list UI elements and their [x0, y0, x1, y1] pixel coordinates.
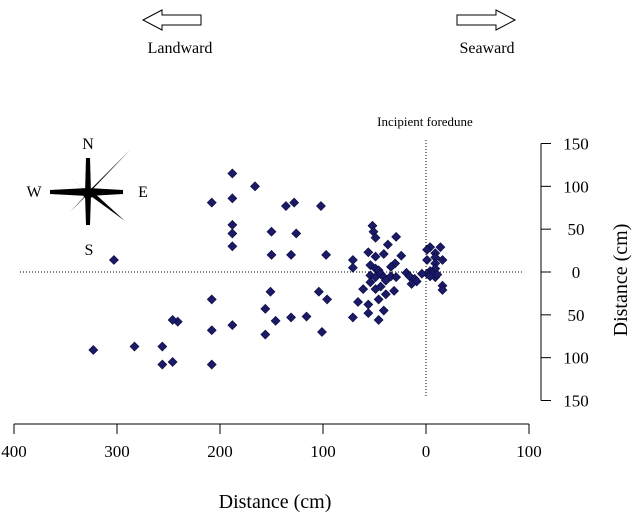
data-point — [227, 219, 238, 230]
data-point — [363, 247, 374, 258]
data-point — [437, 285, 448, 295]
data-point — [365, 277, 376, 288]
data-point — [347, 262, 358, 273]
data-point — [389, 285, 399, 296]
compass-rose-icon — [50, 149, 131, 225]
data-point — [406, 279, 417, 289]
data-point — [167, 357, 178, 367]
data-point — [380, 289, 391, 300]
x-tick-label: 200 — [207, 442, 233, 461]
x-axis: 400 300 200 100 0 100 — [1, 423, 542, 461]
y-tick-label: 0 — [572, 263, 581, 282]
data-point — [373, 315, 384, 325]
data-point — [422, 255, 432, 265]
data-point — [157, 341, 168, 352]
data-point — [270, 315, 281, 326]
y-tick-label: 100 — [563, 349, 589, 368]
data-point — [347, 312, 358, 323]
data-point — [375, 281, 386, 292]
data-point — [391, 231, 402, 242]
data-point — [378, 249, 389, 259]
y-tick-label: 50 — [568, 220, 585, 239]
seaward-arrow-icon — [456, 9, 517, 31]
data-point — [227, 168, 238, 179]
data-point — [363, 299, 374, 310]
compass-north-label: N — [82, 136, 94, 153]
data-point — [129, 341, 140, 352]
data-point — [88, 345, 99, 355]
data-point — [321, 249, 332, 260]
data-point — [396, 250, 407, 261]
compass-south-label: S — [85, 242, 94, 259]
data-point — [280, 201, 291, 211]
y-tick-label: 100 — [563, 177, 589, 196]
compass-west-label: W — [26, 184, 42, 201]
y-tick-label: 150 — [563, 134, 589, 153]
data-point — [313, 286, 324, 297]
data-point — [250, 181, 260, 192]
data-point — [206, 325, 217, 336]
x-tick-label: 0 — [422, 442, 431, 461]
data-point — [227, 320, 238, 331]
data-point — [358, 284, 369, 295]
data-point — [373, 294, 384, 305]
data-point — [227, 228, 238, 239]
compass-east-label: E — [138, 184, 148, 201]
data-points — [88, 168, 448, 370]
landward-arrow-icon — [141, 9, 202, 31]
data-point — [167, 315, 178, 325]
data-point — [416, 268, 427, 279]
data-point — [382, 239, 393, 250]
data-point — [380, 275, 391, 286]
data-point — [317, 327, 327, 337]
data-point — [265, 286, 276, 297]
x-tick-label: 300 — [104, 442, 130, 461]
data-point — [266, 226, 277, 237]
data-point — [363, 308, 374, 319]
landward-label: Landward — [148, 40, 213, 57]
data-point — [391, 272, 402, 283]
data-point — [432, 269, 443, 280]
data-point — [435, 242, 446, 253]
data-point — [289, 197, 300, 208]
data-point — [206, 359, 217, 370]
data-point — [378, 305, 389, 316]
data-point — [108, 255, 119, 265]
data-point — [286, 312, 296, 323]
data-point — [316, 201, 326, 211]
data-point — [437, 255, 448, 265]
y-axis-title: Distance (cm) — [610, 224, 632, 337]
seaward-label: Seaward — [459, 40, 514, 57]
y-tick-label: 50 — [568, 306, 585, 325]
data-point — [353, 297, 363, 307]
data-point — [266, 249, 277, 260]
data-point — [157, 359, 168, 370]
data-point — [260, 329, 271, 340]
data-point — [301, 311, 312, 322]
data-point — [206, 197, 217, 208]
data-point — [422, 244, 432, 255]
x-tick-label: 100 — [310, 442, 336, 461]
x-axis-title: Distance (cm) — [219, 491, 332, 513]
foredune-label: Incipient foredune — [377, 114, 473, 129]
x-tick-label: 100 — [516, 442, 542, 461]
data-point — [370, 272, 381, 283]
data-point — [286, 249, 296, 260]
y-axis: 150 100 50 0 50 100 150 — [540, 134, 589, 411]
data-point — [291, 228, 302, 239]
x-tick-label: 400 — [1, 442, 27, 461]
data-point — [206, 294, 217, 305]
data-point — [227, 241, 238, 252]
y-tick-label: 150 — [563, 392, 589, 411]
data-point — [322, 294, 333, 305]
data-point — [370, 251, 381, 262]
data-point — [227, 193, 238, 204]
data-point — [260, 303, 271, 314]
data-point — [370, 232, 381, 243]
